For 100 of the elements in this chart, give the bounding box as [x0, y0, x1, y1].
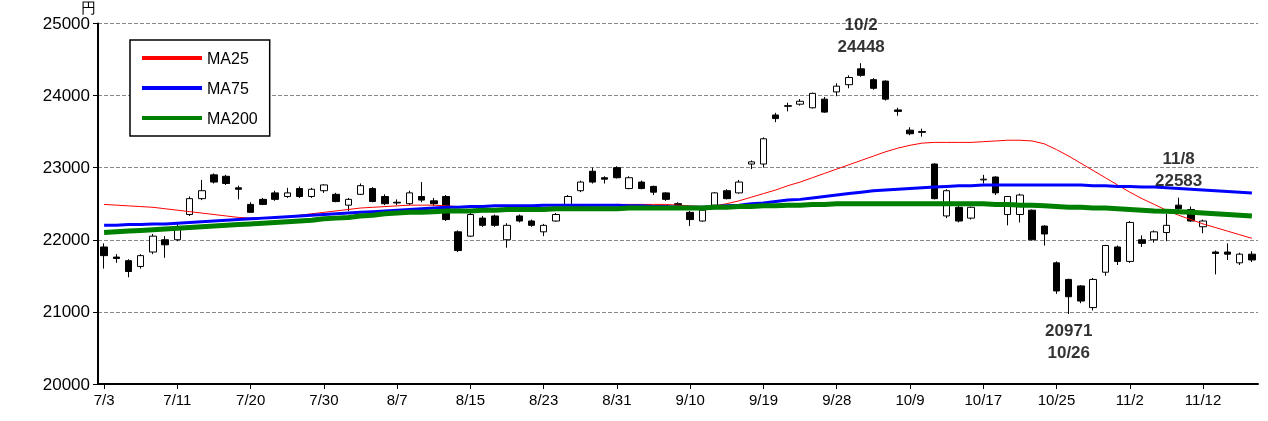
candlestick	[332, 192, 340, 203]
candlestick	[161, 235, 169, 259]
candlestick	[906, 126, 914, 136]
x-tick-label: 11/12	[1184, 391, 1222, 408]
candlestick	[772, 112, 779, 123]
candlestick	[735, 179, 743, 195]
candlestick	[247, 201, 254, 213]
candlestick	[320, 183, 328, 194]
candlestick	[552, 212, 560, 223]
legend-label: MA25	[207, 49, 249, 67]
y-axis-title: 円	[81, 0, 96, 16]
candlestick	[1028, 208, 1036, 241]
x-tick-label: 10/9	[895, 391, 925, 408]
x-tick-label: 9/19	[748, 391, 779, 408]
candlestick	[222, 174, 230, 186]
candlestick	[1089, 277, 1097, 311]
candlestick	[1236, 252, 1243, 266]
candlestick	[210, 172, 218, 185]
candlestick	[369, 186, 376, 203]
candlestick	[601, 175, 608, 185]
candlestick	[955, 205, 963, 223]
candlestick	[809, 92, 816, 109]
candlestick	[113, 253, 120, 264]
candlestick	[1126, 220, 1134, 264]
candlestick	[589, 167, 596, 185]
candlestick	[748, 159, 755, 170]
x-tick-label: 9/10	[675, 391, 705, 408]
candlestick	[1248, 250, 1256, 263]
candlestick	[271, 190, 279, 202]
x-tick-label: 8/23	[529, 391, 559, 408]
candlestick	[393, 198, 401, 206]
candlestick	[381, 193, 389, 206]
candlestick	[503, 222, 511, 249]
candlestick	[1053, 260, 1060, 295]
candlestick	[1077, 284, 1085, 304]
candlestick	[125, 258, 132, 278]
x-tick-label: 9/28	[822, 391, 852, 408]
y-tick-label: 21000	[42, 302, 90, 322]
candlestick	[479, 215, 486, 228]
candlestick	[284, 187, 291, 199]
candlestick	[711, 191, 718, 208]
candlestick	[198, 179, 206, 201]
annotation: 20971 10/26	[1045, 321, 1093, 363]
candlestick	[833, 82, 840, 97]
y-tick-label: 22000	[42, 230, 90, 250]
x-tick-label: 8/7	[386, 391, 408, 408]
x-tick-label: 10/25	[1037, 391, 1076, 408]
candlestick	[980, 174, 987, 185]
candlestick	[613, 165, 621, 179]
candlestick	[1041, 224, 1048, 247]
candlestick	[430, 197, 438, 207]
x-tick-label: 7/11	[163, 391, 192, 408]
x-tick-label: 8/15	[455, 391, 486, 408]
candlestick	[296, 185, 303, 199]
candlestick	[577, 180, 584, 193]
candlestick	[784, 102, 792, 112]
candlestick	[235, 185, 242, 200]
candlestick	[454, 229, 462, 253]
x-tick-label: 7/20	[236, 391, 266, 408]
candlestick	[931, 162, 938, 200]
candlestick	[137, 253, 144, 270]
candlestick	[308, 187, 315, 199]
candlestick	[491, 214, 499, 228]
y-tick-label: 20000	[42, 374, 90, 394]
x-tick-label: 11/2	[1115, 391, 1144, 408]
candlestick	[870, 77, 877, 91]
candlestick	[894, 107, 902, 117]
candlestick	[149, 233, 157, 255]
candlestick	[918, 128, 926, 138]
candlestick	[186, 195, 193, 217]
candlestick	[1150, 229, 1158, 244]
candlestick	[1065, 278, 1072, 315]
candlestick	[1212, 250, 1219, 275]
x-tick-label: 7/30	[309, 391, 339, 408]
candlestick	[821, 96, 828, 114]
candlestick	[1138, 234, 1146, 248]
legend-label: MA75	[207, 79, 249, 97]
candlestick	[699, 208, 706, 223]
candlestick	[357, 183, 364, 196]
legend-label: MA200	[207, 109, 258, 127]
candlestick	[967, 206, 975, 221]
annotation: 11/8 22583	[1154, 149, 1203, 191]
y-tick-label: 24000	[42, 86, 90, 106]
candlestick	[528, 219, 535, 228]
candlestick	[686, 210, 694, 227]
candlestick	[259, 197, 267, 206]
candlestick	[406, 190, 413, 206]
candlestick	[638, 180, 645, 190]
candlestick	[1175, 197, 1182, 212]
candlestick	[760, 136, 767, 169]
candlestick	[540, 223, 547, 237]
x-tick-label: 7/3	[93, 391, 115, 408]
candlestick	[467, 211, 474, 238]
x-tick-label: 8/31	[602, 391, 632, 408]
candlestick	[845, 74, 853, 89]
candlestick	[625, 175, 633, 190]
candlestick	[1224, 242, 1231, 261]
candlestick	[418, 181, 425, 203]
candlestick	[1163, 213, 1170, 242]
candlestick	[723, 188, 731, 200]
